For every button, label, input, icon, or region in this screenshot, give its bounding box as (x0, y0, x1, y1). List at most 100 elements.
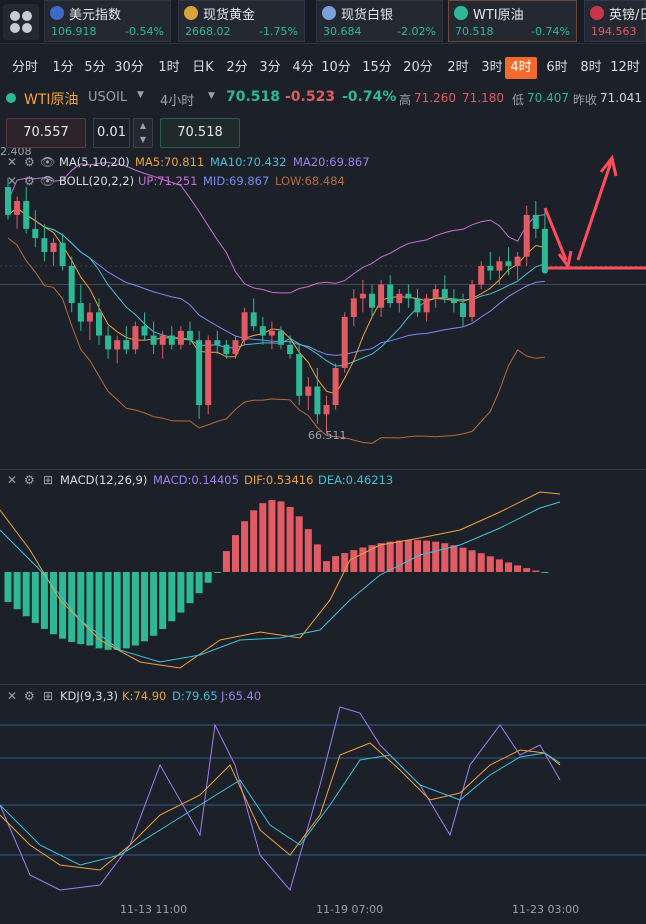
timeframe-tab[interactable]: 6时 (546, 60, 568, 75)
macd-bar (323, 561, 330, 572)
settings-macd-icon[interactable]: ⚙ (24, 473, 35, 487)
macd-bar (459, 547, 467, 572)
ticker-price: 70.518 (455, 25, 494, 38)
symbol-name[interactable]: WTI原油 (24, 92, 79, 108)
dif-value: DIF:0.53416 (244, 473, 314, 487)
ticker-card[interactable]: 美元指数 106.918 -0.54% (44, 0, 171, 42)
candle (23, 187, 30, 234)
ticker-card[interactable]: 现货白银 30.684 -2.02% (316, 0, 443, 42)
period-dropdown-icon[interactable]: ▼ (208, 91, 215, 101)
quantity-down-icon[interactable]: ▼ (139, 135, 147, 144)
macd-bar (259, 503, 267, 572)
ticker-card[interactable]: 英镑/日 194.563 (584, 0, 646, 42)
ticker-card[interactable]: 现货黄金 2668.02 -1.75% (178, 0, 305, 42)
buy-price-button[interactable]: 70.518 (160, 118, 240, 148)
macd-bar (241, 521, 249, 572)
annotation-arrow-up (576, 161, 613, 261)
candle (114, 335, 121, 364)
macd-bar (441, 543, 449, 572)
macd-bar (141, 572, 148, 642)
candle (341, 312, 348, 373)
timeframe-tab[interactable]: 日K (192, 60, 214, 75)
period-selector[interactable]: 4小时 (160, 94, 195, 109)
ticker-price: 194.563 (591, 25, 637, 38)
timeframe-tab[interactable]: 1时 (158, 60, 180, 75)
timeframe-tab[interactable]: 15分 (362, 60, 392, 75)
d-line (0, 752, 561, 866)
ticker-bar: 美元指数 106.918 -0.54% 现货黄金 2668.02 -1.75% 现货白银 30… (0, 0, 646, 44)
candle (214, 330, 221, 355)
visibility-ma-icon[interactable]: 👁 (40, 155, 56, 169)
ticker-card[interactable]: WTI原油 70.518 -0.74% (448, 0, 577, 42)
macd-bar (50, 572, 57, 635)
macd-indicator-row: ✕ ⚙ ⊞ MACD(12,26,9) MACD:0.14405 DIF:0.5… (0, 473, 646, 489)
timeframe-tab[interactable]: 4时 (505, 57, 537, 79)
timeframe-tab[interactable]: 12时 (610, 60, 640, 75)
candlestick-chart[interactable] (0, 150, 646, 470)
quantity-up-icon[interactable]: ▲ (139, 121, 147, 130)
candle (332, 363, 339, 410)
timeframe-tab[interactable]: 3分 (259, 60, 281, 75)
timeframe-tab[interactable]: 3时 (481, 60, 503, 75)
ticker-change: -0.74% (531, 25, 570, 38)
timeframe-tab[interactable]: 8时 (580, 60, 602, 75)
macd-bar (77, 572, 85, 645)
timeframe-tab[interactable]: 分时 (11, 60, 38, 75)
expand-macd-icon[interactable]: ⊞ (43, 473, 54, 487)
candle (96, 298, 102, 345)
macd-bar (286, 506, 294, 572)
quantity-stepper[interactable]: ▲ ▼ (133, 118, 153, 148)
macd-bar (423, 540, 431, 572)
symbol-dropdown-icon[interactable]: ▼ (137, 90, 144, 100)
expand-kdj-icon[interactable]: ⊞ (43, 689, 54, 703)
candle (387, 275, 394, 308)
settings-kdj-icon[interactable]: ⚙ (24, 689, 35, 703)
macd-chart[interactable] (0, 490, 646, 683)
quantity-input[interactable]: 0.01 (93, 118, 130, 148)
timeframe-tab[interactable]: 1分 (52, 60, 74, 75)
close-macd-icon[interactable]: ✕ (7, 473, 18, 487)
timeframe-tab[interactable]: 5分 (84, 60, 106, 75)
symbol-code[interactable]: USOIL (88, 90, 128, 105)
settings-ma-icon[interactable]: ⚙ (24, 155, 35, 169)
candle (541, 210, 548, 271)
candle (523, 205, 530, 266)
settings-boll-icon[interactable]: ⚙ (24, 174, 35, 188)
kdj-chart[interactable] (0, 705, 646, 905)
visibility-boll-icon[interactable]: 👁 (40, 174, 56, 188)
high-value: 71.260 (414, 91, 456, 105)
ticker-price: 30.684 (323, 25, 362, 38)
timeframe-tab[interactable]: 2时 (447, 60, 469, 75)
timeframe-tab[interactable]: 4分 (292, 60, 314, 75)
macd-bar (86, 572, 94, 646)
macd-bar (532, 570, 540, 572)
macd-bar (122, 572, 130, 649)
timeframe-tab[interactable]: 10分 (321, 60, 351, 75)
timeframe-tab[interactable]: 20分 (403, 60, 433, 75)
timeframe-tab[interactable]: 2分 (226, 60, 248, 75)
timeframe-tab[interactable]: 30分 (114, 60, 144, 75)
sell-price-button[interactable]: 70.557 (6, 118, 86, 148)
candle (359, 279, 366, 313)
candle (105, 326, 112, 359)
macd-bar (432, 541, 440, 572)
ticker-price: 106.918 (51, 25, 97, 38)
candle (259, 316, 266, 345)
candle (141, 312, 148, 341)
close-ma-icon[interactable]: ✕ (7, 155, 18, 169)
macd-bar (168, 572, 176, 622)
close-kdj-icon[interactable]: ✕ (7, 689, 18, 703)
close-boll-icon[interactable]: ✕ (7, 174, 18, 188)
macd-label: MACD(12,26,9) (60, 473, 148, 487)
app-menu-icon[interactable] (3, 4, 39, 40)
candle (268, 321, 275, 350)
ticker-name: 现货白银 (341, 8, 394, 23)
macd-bar (59, 572, 67, 639)
ticker-name: 现货黄金 (203, 8, 256, 23)
macd-bar (368, 545, 376, 572)
macd-bar (186, 572, 194, 604)
candle (350, 289, 357, 327)
macd-bar (68, 572, 76, 642)
candle (278, 326, 284, 350)
candle (177, 326, 184, 350)
